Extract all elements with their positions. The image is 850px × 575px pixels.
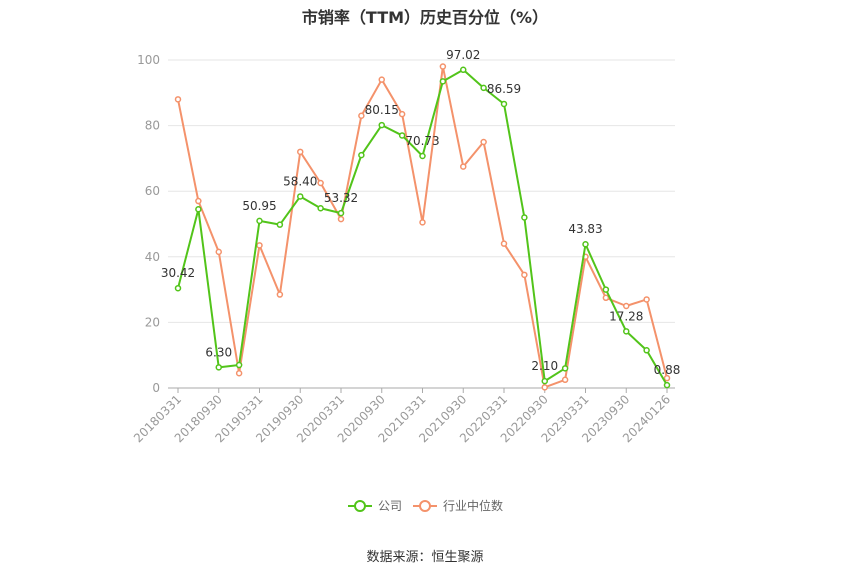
data-point	[378, 76, 385, 83]
grid-lines	[168, 59, 675, 323]
data-point	[337, 209, 345, 217]
data-point	[500, 240, 508, 247]
data-label: 97.02	[446, 48, 480, 62]
data-point	[256, 217, 263, 225]
data-point	[419, 152, 426, 160]
data-point	[460, 66, 467, 74]
data-label: 50.95	[242, 199, 276, 213]
data-point	[398, 132, 406, 139]
data-label: 6.30	[205, 345, 232, 359]
data-point	[317, 179, 324, 187]
data-point	[174, 96, 182, 103]
series-lines	[174, 63, 671, 391]
data-point	[317, 205, 324, 212]
data-label: 43.83	[568, 222, 602, 236]
legend-item: 行业中位数	[413, 498, 503, 513]
legend-marker-icon	[419, 500, 431, 512]
data-point	[439, 63, 447, 70]
legend-label: 行业中位数	[443, 498, 503, 513]
data-point	[337, 215, 345, 223]
legend-label: 公司	[378, 499, 402, 513]
data-point	[215, 248, 222, 256]
chart-title: 市销率（TTM）历史百分位（%）	[301, 8, 549, 27]
data-point	[276, 291, 284, 298]
y-tick-label: 40	[145, 250, 160, 264]
data-point	[521, 214, 528, 221]
legend-marker-icon	[354, 500, 366, 512]
data-point	[663, 374, 671, 382]
data-point	[235, 369, 243, 377]
y-tick-label: 0	[152, 381, 160, 395]
data-point	[521, 271, 528, 279]
data-labels: 30.42 6.30 50.95 58.40 53.32 80.15 70.73 97.02 8…	[161, 48, 681, 377]
data-point	[215, 364, 222, 371]
data-source: 数据来源：恒生聚源	[366, 550, 484, 565]
legend-item: 公司	[348, 499, 402, 513]
data-point	[358, 151, 365, 159]
data-label: 86.59	[487, 82, 521, 96]
data-point	[256, 242, 263, 249]
data-point	[480, 84, 487, 92]
data-point	[500, 100, 508, 108]
data-point	[297, 193, 304, 200]
data-point	[419, 219, 426, 226]
data-point	[195, 197, 202, 205]
data-point	[582, 240, 589, 248]
data-point	[602, 294, 610, 302]
data-point	[541, 377, 548, 385]
data-label: 0.88	[654, 363, 681, 377]
data-point	[663, 381, 671, 389]
y-tick-label: 80	[145, 119, 160, 133]
data-point	[398, 110, 406, 118]
data-point	[602, 286, 610, 293]
data-point	[561, 365, 569, 372]
data-point	[541, 384, 548, 391]
data-point	[643, 347, 650, 354]
data-point	[195, 205, 202, 213]
legend: 公司 行业中位数	[348, 498, 503, 513]
data-point	[174, 284, 182, 292]
data-point	[276, 221, 284, 228]
data-point	[480, 138, 487, 146]
data-point	[358, 112, 365, 120]
data-point	[235, 361, 243, 369]
data-label: 80.15	[365, 103, 399, 117]
data-point	[643, 296, 650, 303]
y-tick-label: 100	[137, 53, 160, 67]
data-point	[439, 78, 447, 85]
data-point	[623, 302, 630, 310]
data-label: 2.10	[531, 359, 558, 373]
data-point	[561, 376, 569, 384]
data-point	[623, 328, 630, 335]
data-label: 53.32	[324, 191, 358, 205]
data-point	[378, 121, 385, 129]
data-label: 17.28	[609, 309, 643, 323]
y-tick-label: 20	[145, 315, 160, 329]
y-tick-label: 60	[145, 184, 160, 198]
data-point	[460, 163, 467, 170]
data-label: 30.42	[161, 266, 195, 280]
data-point	[297, 148, 304, 156]
data-label: 70.73	[405, 134, 439, 148]
data-label: 58.40	[283, 174, 317, 188]
